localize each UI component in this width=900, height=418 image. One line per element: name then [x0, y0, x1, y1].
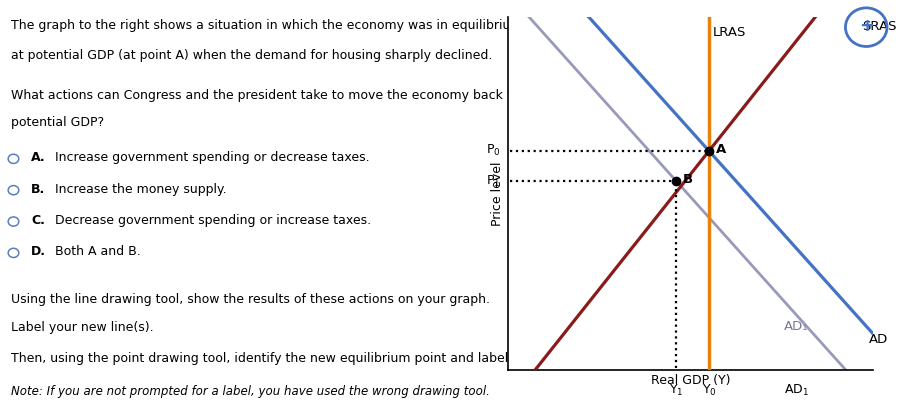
Text: Decrease government spending or increase taxes.: Decrease government spending or increase… — [56, 214, 372, 227]
Text: Then, using the point drawing tool, identify the new equilibrium point and label: Then, using the point drawing tool, iden… — [11, 352, 537, 365]
Text: B.: B. — [32, 183, 46, 196]
Text: Using the line drawing tool, show the results of these actions on your graph.: Using the line drawing tool, show the re… — [11, 293, 490, 306]
Text: potential GDP?: potential GDP? — [11, 116, 104, 129]
Text: Increase the money supply.: Increase the money supply. — [56, 183, 227, 196]
Text: The graph to the right shows a situation in which the economy was in equilibrium: The graph to the right shows a situation… — [11, 19, 522, 32]
Text: LRAS: LRAS — [713, 25, 746, 38]
Text: AD$_1$: AD$_1$ — [784, 383, 809, 398]
Text: SRAS: SRAS — [862, 20, 896, 33]
Text: P$_0$: P$_0$ — [486, 143, 500, 158]
Text: D.: D. — [32, 245, 46, 258]
Text: A: A — [716, 143, 725, 155]
Text: AD: AD — [869, 333, 888, 346]
Text: +: + — [859, 17, 874, 35]
Text: Increase government spending or decrease taxes.: Increase government spending or decrease… — [56, 151, 370, 164]
Text: Both A and B.: Both A and B. — [56, 245, 141, 258]
Text: Label your new line(s).: Label your new line(s). — [11, 321, 153, 334]
Text: A.: A. — [32, 151, 46, 164]
Text: Y$_1$: Y$_1$ — [669, 383, 683, 398]
Text: B: B — [683, 173, 693, 186]
Text: Y$_0$: Y$_0$ — [702, 383, 716, 398]
Text: AD₁: AD₁ — [784, 320, 809, 333]
Text: P$_1$: P$_1$ — [486, 173, 500, 189]
Y-axis label: Price level: Price level — [491, 161, 504, 226]
X-axis label: Real GDP (Y): Real GDP (Y) — [651, 374, 731, 387]
Text: at potential GDP (at point A) when the demand for housing sharply declined.: at potential GDP (at point A) when the d… — [11, 49, 492, 62]
Text: C.: C. — [32, 214, 45, 227]
Text: Note: If you are not prompted for a label, you have used the wrong drawing tool.: Note: If you are not prompted for a labe… — [11, 385, 490, 398]
Text: What actions can Congress and the president take to move the economy back to: What actions can Congress and the presid… — [11, 89, 519, 102]
